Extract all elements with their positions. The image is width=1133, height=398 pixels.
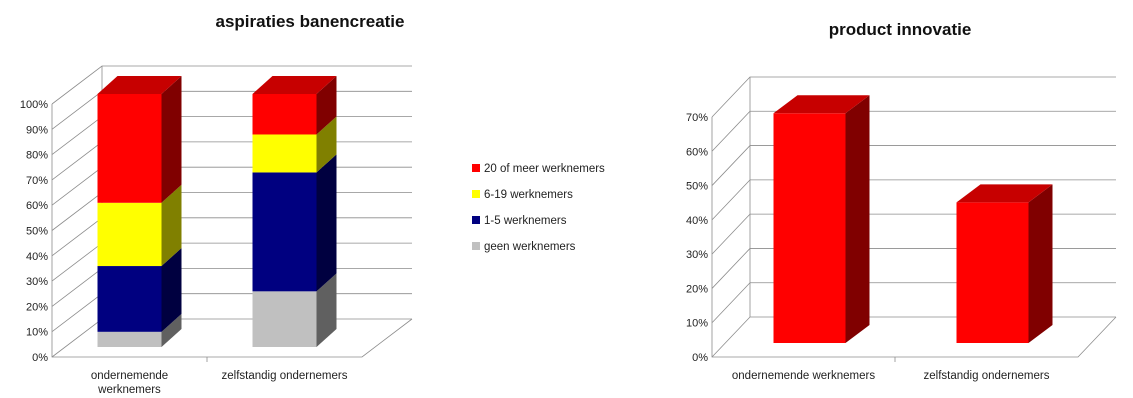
y-tick-label: 20% xyxy=(26,301,48,313)
y-tick-label: 10% xyxy=(686,318,708,330)
bar-side xyxy=(316,154,337,292)
bar-segment xyxy=(773,113,846,344)
chart-panel-innovation: product innovatie 0% 10% 20% 30% 40% 50% 60% 70… xyxy=(660,0,1133,398)
bar-segment xyxy=(252,172,317,292)
bar-segment xyxy=(97,331,162,347)
floor-outline xyxy=(711,117,1117,358)
y-tick-label: 40% xyxy=(686,215,708,227)
bar-segment xyxy=(252,291,317,347)
chart-title: aspiraties banencreatie xyxy=(215,12,405,31)
y-tick-label: 60% xyxy=(686,146,708,158)
legend-swatch xyxy=(472,216,480,224)
legend-label: 20 of meer werknemers xyxy=(484,163,605,175)
y-tick-label: 0% xyxy=(692,352,708,364)
bar-side xyxy=(316,273,337,347)
y-tick-label: 100% xyxy=(20,99,48,111)
y-tick-label: 10% xyxy=(26,327,48,339)
legend-label: 6-19 werknemers xyxy=(484,189,573,201)
bar-top xyxy=(252,76,337,94)
x-tick-label: werknemers xyxy=(97,384,161,396)
bar-top xyxy=(956,184,1053,203)
x-tick-label: zelfstandig ondernemers xyxy=(924,370,1050,382)
bar-chart: 0% 10% 20% 30% 40% 50% 60% 70% ondernemende werk… xyxy=(686,76,1117,382)
bar-side xyxy=(316,116,337,173)
legend-swatch xyxy=(472,190,480,198)
bar-segment xyxy=(97,266,162,332)
y-tick-label: 0% xyxy=(32,352,48,364)
bar-segment xyxy=(252,134,317,173)
bar-side xyxy=(316,76,337,135)
bar-top xyxy=(773,95,870,114)
bar-side xyxy=(1028,184,1053,343)
bar-side xyxy=(161,76,182,203)
y-tick-label: 80% xyxy=(26,150,48,162)
bar-segment xyxy=(97,94,162,203)
y-tick-label: 30% xyxy=(26,276,48,288)
legend-label: geen werknemers xyxy=(484,241,576,253)
y-tick-label: 50% xyxy=(26,226,48,238)
y-tick-label: 70% xyxy=(26,175,48,187)
bar-segment xyxy=(252,94,317,135)
y-tick-label: 20% xyxy=(686,283,708,295)
legend: 20 of meer werknemers 6-19 werknemers 1-5 … xyxy=(472,163,605,253)
bar-side xyxy=(161,248,182,332)
chart-panel-jobs: aspiraties banencreatie 0% 10% 20% 30% 40% 50… xyxy=(20,12,605,396)
legend-swatch xyxy=(472,242,480,250)
y-tick-label: 30% xyxy=(686,249,708,261)
bar-top xyxy=(97,76,182,94)
x-tick-label: zelfstandig ondernemers xyxy=(222,370,348,382)
y-tick-label: 70% xyxy=(686,112,708,124)
gridline xyxy=(711,316,1116,358)
x-tick-label: ondernemende xyxy=(91,370,168,382)
bar-segment xyxy=(97,202,162,267)
stacked-bar-chart: 0% 10% 20% 30% 40% 50% 60% 70% 80% 90% 100% onderne… xyxy=(20,65,605,396)
y-tick-label: 90% xyxy=(26,124,48,136)
y-tick-label: 40% xyxy=(26,251,48,263)
bar-side xyxy=(161,313,182,347)
bar-side xyxy=(845,95,870,344)
chart-title: product innovatie xyxy=(828,20,972,39)
x-tick-label: ondernemende werknemers xyxy=(732,370,875,382)
y-tick-label: 50% xyxy=(686,181,708,193)
bar-side xyxy=(161,184,182,267)
bar-segment xyxy=(956,202,1029,343)
legend-swatch xyxy=(472,164,480,172)
y-tick-label: 60% xyxy=(26,200,48,212)
legend-label: 1-5 werknemers xyxy=(484,215,567,227)
